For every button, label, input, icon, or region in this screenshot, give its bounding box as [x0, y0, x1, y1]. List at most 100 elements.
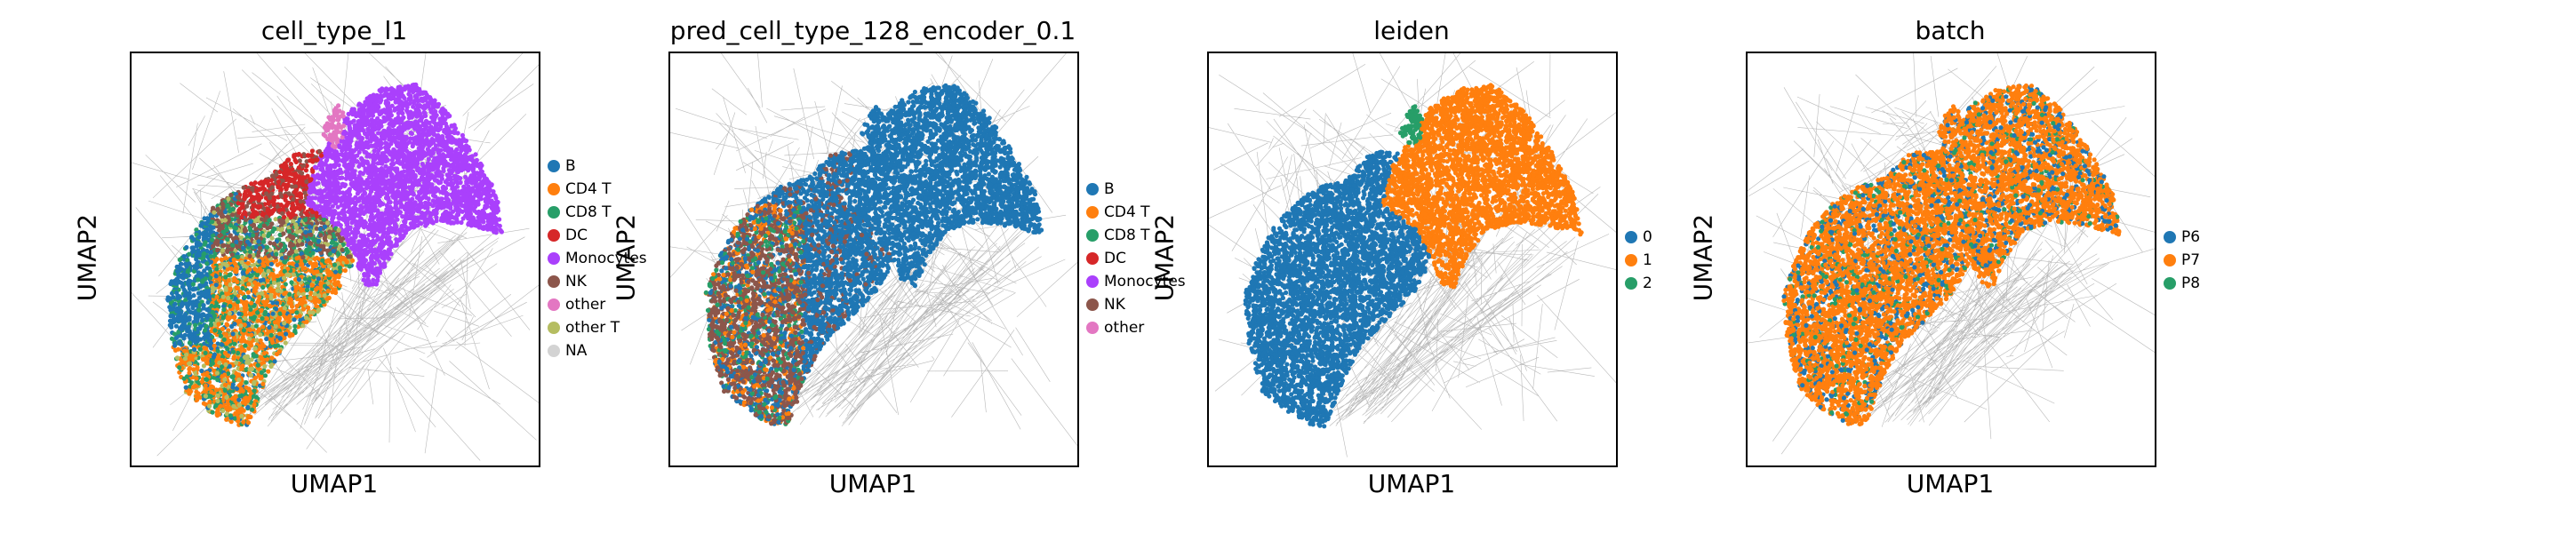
scatter-point: [424, 183, 429, 189]
scatter-point: [433, 109, 438, 115]
scatter-point: [379, 140, 385, 147]
scatter-point: [202, 346, 207, 351]
scatter-point: [364, 135, 370, 140]
scatter-point: [219, 239, 224, 245]
scatter-point: [340, 148, 345, 154]
scatter-point: [362, 272, 367, 277]
scatter-point: [462, 138, 468, 143]
scatter-point: [429, 115, 435, 120]
scatter-point: [251, 203, 256, 208]
scatter-point: [310, 169, 316, 174]
scatter-point: [372, 148, 377, 154]
scatter-point: [195, 316, 200, 322]
scatter-points: [165, 82, 504, 427]
scatter-point: [181, 254, 187, 259]
scatter-point: [377, 88, 382, 93]
plot-area: [130, 52, 540, 467]
scatter-point: [173, 323, 179, 329]
scatter-point: [268, 241, 273, 246]
scatter-point: [169, 336, 175, 341]
scatter-point: [262, 202, 268, 207]
scatter-point: [367, 192, 372, 197]
scatter-point: [409, 201, 414, 206]
scatter-point: [224, 417, 229, 422]
scatter-point: [232, 322, 237, 327]
scatter-point: [245, 294, 252, 299]
scatter-point: [466, 184, 471, 189]
panel-title: cell_type_l1: [130, 16, 539, 45]
scatter-point: [261, 360, 267, 365]
scatter-point: [303, 168, 308, 173]
scatter-point: [276, 277, 281, 282]
scatter-point: [312, 257, 317, 262]
scatter-point: [372, 107, 378, 113]
scatter-point: [204, 266, 210, 271]
scatter-point: [191, 237, 196, 243]
scatter-point: [289, 280, 294, 285]
scatter-point: [409, 131, 414, 136]
scatter-point: [376, 236, 381, 242]
scatter-point: [276, 282, 281, 287]
scatter-point: [473, 152, 478, 157]
scatter-point: [258, 332, 263, 338]
scatter-point: [363, 131, 368, 137]
scatter-point: [397, 232, 403, 237]
scatter-point: [268, 286, 273, 291]
scatter-point: [343, 164, 349, 170]
scatter-point: [287, 291, 292, 298]
scatter-point: [434, 113, 439, 118]
scatter-point: [276, 174, 283, 179]
scatter-point: [357, 102, 363, 107]
scatter-point: [297, 158, 302, 163]
scatter-point: [184, 244, 189, 251]
scatter-point: [232, 261, 237, 266]
scatter-point: [263, 195, 268, 201]
scatter-point: [273, 217, 278, 222]
scatter-point: [283, 340, 288, 346]
scatter-point: [399, 203, 404, 208]
scatter-point: [241, 245, 246, 251]
scatter-point: [443, 154, 448, 159]
scatter-point: [257, 224, 262, 229]
scatter-point: [248, 227, 253, 233]
scatter-point: [236, 311, 242, 316]
scatter-point: [461, 184, 467, 189]
scatter-point: [330, 115, 335, 120]
scatter-point: [389, 103, 395, 108]
scatter-point: [220, 408, 226, 413]
scatter-point: [388, 86, 395, 91]
scatter-point: [180, 302, 185, 307]
scatter-point: [361, 277, 366, 282]
scatter-point: [275, 262, 280, 267]
scatter-point: [403, 220, 408, 226]
scatter-point: [315, 220, 320, 226]
scatter-point: [330, 203, 335, 209]
scatter-point: [228, 419, 234, 425]
scatter-point: [362, 189, 367, 195]
scatter-point: [252, 180, 258, 186]
scatter-point: [308, 290, 314, 296]
scatter-point: [317, 195, 323, 201]
scatter-point: [247, 327, 252, 332]
scatter-point: [330, 213, 335, 219]
scatter-point: [232, 275, 237, 281]
scatter-point: [376, 147, 381, 154]
scatter-point: [283, 197, 288, 203]
scatter-point: [242, 294, 247, 299]
scatter-point: [241, 185, 246, 190]
scatter-point: [356, 149, 362, 155]
scatter-point: [194, 257, 199, 262]
scatter-point: [309, 148, 315, 154]
scatter-point: [393, 230, 398, 235]
scatter-point: [236, 377, 242, 383]
scatter-point: [371, 277, 376, 282]
scatter-point: [334, 172, 340, 178]
scatter-point: [312, 164, 318, 170]
scatter-point: [386, 213, 391, 219]
scatter-point: [477, 175, 483, 180]
scatter-point: [202, 216, 207, 221]
scatter-point: [422, 105, 428, 111]
scatter-point: [269, 235, 275, 241]
scatter-point: [397, 124, 403, 130]
scatter-point: [215, 206, 220, 211]
